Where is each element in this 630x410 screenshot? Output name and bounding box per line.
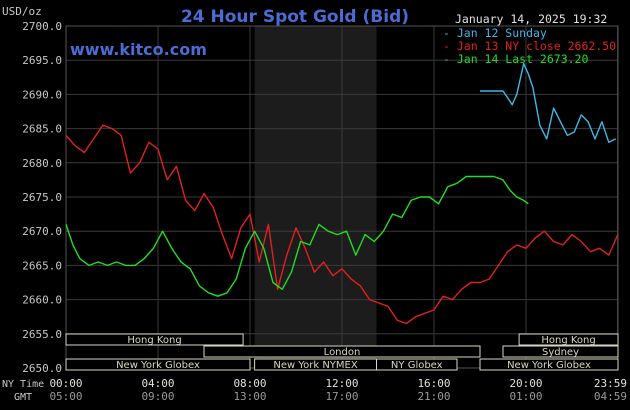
x-tick-ny: 08:00: [233, 377, 266, 390]
y-tick-label: 2660.0: [22, 294, 62, 307]
session-bar: [518, 333, 619, 346]
y-tick-label: 2670.0: [22, 225, 62, 238]
session-bar: [65, 333, 244, 346]
y-tick-label: 2690.0: [22, 88, 62, 101]
y-tick-label: 2700.0: [22, 20, 62, 33]
x-tick-ny: 04:00: [141, 377, 174, 390]
chart-title: 24 Hour Spot Gold (Bid): [181, 7, 409, 27]
session-bar: [479, 358, 619, 371]
y-tick-label: 2685.0: [22, 123, 62, 136]
y-tick-label: 2675.0: [22, 191, 62, 204]
x-tick-gmt: 04:59: [594, 390, 627, 403]
x-row-label-gmt: GMT: [14, 392, 32, 403]
legend: - Jan 12 Sunday- Jan 13 NY close 2662.50…: [443, 26, 616, 66]
y-tick-label: 2655.0: [22, 328, 62, 341]
x-tick-gmt: 17:00: [325, 390, 358, 403]
session-label: New York Globex: [507, 360, 591, 371]
session-label: Sydney: [542, 347, 579, 358]
session-bars: Hong Kong Hong Kong London Sydney New York G…: [65, 333, 619, 371]
x-tick-ny: 12:00: [325, 377, 358, 390]
x-tick-ny: 23:59: [594, 377, 627, 390]
session-label: NY Globex: [391, 360, 443, 371]
grid-lines: [65, 25, 619, 369]
series-line-2: [65, 175, 529, 297]
x-tick-gmt: 05:00: [49, 390, 82, 403]
x-tick-ny: 00:00: [49, 377, 82, 390]
session-label: Hong Kong: [541, 335, 595, 346]
series-layer: [65, 62, 619, 325]
session-label: London: [324, 347, 361, 358]
timestamp: January 14, 2025 19:32: [455, 12, 607, 26]
session-bar: [376, 358, 458, 371]
y-tick-label: 2650.0: [22, 362, 62, 375]
series-line-0: [480, 62, 617, 144]
session-bar: [203, 345, 481, 358]
y-tick-label: 2680.0: [22, 157, 62, 170]
x-tick-gmt: 21:00: [417, 390, 450, 403]
session-label: Hong Kong: [127, 335, 181, 346]
y-tick-label: 2665.0: [22, 259, 62, 272]
source-watermark: www.kitco.com: [70, 40, 207, 59]
x-tick-gmt: 01:00: [509, 390, 542, 403]
session-bar: [65, 358, 251, 371]
x-tick-ny: 20:00: [509, 377, 542, 390]
y-tick-label: 2695.0: [22, 54, 62, 67]
x-tick-gmt: 09:00: [141, 390, 174, 403]
series-line-1: [65, 124, 619, 325]
legend-entry: - Jan 12 Sunday: [443, 26, 547, 40]
x-row-label-ny: NY Time: [2, 379, 44, 390]
session-bar: [502, 345, 619, 358]
unit-label: USD/oz: [2, 5, 42, 18]
session-label: New York NYMEX: [273, 360, 358, 371]
x-tick-ny: 16:00: [417, 377, 450, 390]
y-axis: 2700.0 2695.0 2690.0 2685.0 2680.0 2675.0 2670…: [22, 20, 62, 375]
session-label: New York Globex: [116, 360, 200, 371]
legend-entry: - Jan 14 Last 2673.20: [443, 52, 588, 66]
legend-entry: - Jan 13 NY close 2662.50: [443, 39, 616, 53]
x-tick-gmt: 13:00: [233, 390, 266, 403]
